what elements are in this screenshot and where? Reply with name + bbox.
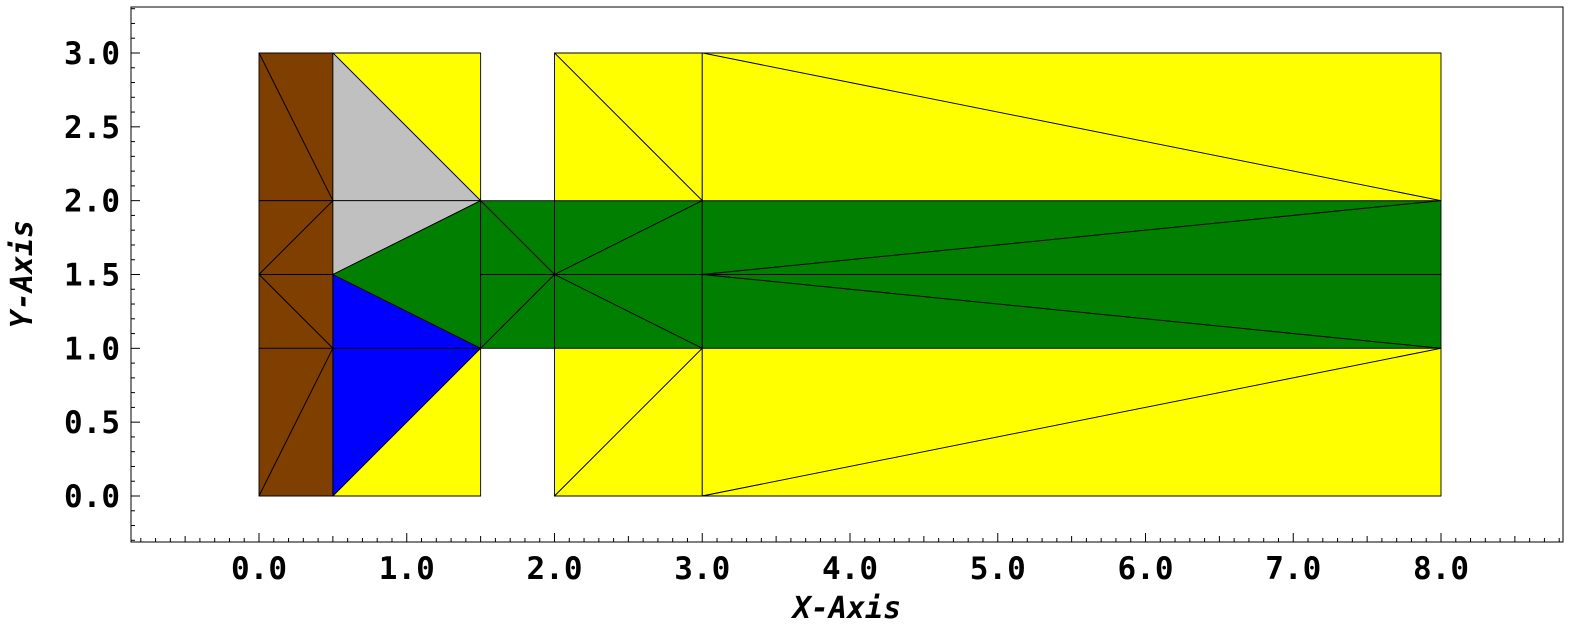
x-tick-label: 0.0 [231,551,287,587]
x-tick-label: 6.0 [1118,551,1174,587]
y-tick-label: 2.5 [64,110,120,146]
x-axis-tick-labels: 0.0 1.0 2.0 3.0 4.0 5.0 6.0 7.0 8.0 [231,551,1469,587]
x-axis-ticks [140,533,1560,542]
mesh-triangles [258,52,1442,497]
mesh-triangle-yellow [701,52,1442,202]
x-tick-label: 2.0 [527,551,583,587]
x-tick-label: 8.0 [1413,551,1469,587]
y-tick-label: 1.0 [64,331,120,367]
y-tick-label: 0.0 [64,479,120,515]
x-tick-label: 5.0 [970,551,1026,587]
x-tick-label: 7.0 [1265,551,1321,587]
x-axis-title: X-Axis [790,591,901,626]
y-tick-label: 3.0 [64,36,120,72]
mesh-triangle-yellow [554,52,703,202]
y-axis-title: Y-Axis [5,220,40,328]
y-tick-label: 2.0 [64,184,120,220]
y-tick-label: 0.5 [64,405,120,441]
y-tick-label: 1.5 [64,257,120,293]
mesh-triangle-yellow [332,347,482,497]
x-tick-label: 1.0 [379,551,435,587]
x-tick-label: 3.0 [674,551,730,587]
y-axis-tick-labels: 0.0 0.5 1.0 1.5 2.0 2.5 3.0 [64,36,120,515]
mesh-triangle-yellow [701,347,1442,497]
x-tick-label: 4.0 [822,551,878,587]
y-axis-ticks [131,8,140,541]
